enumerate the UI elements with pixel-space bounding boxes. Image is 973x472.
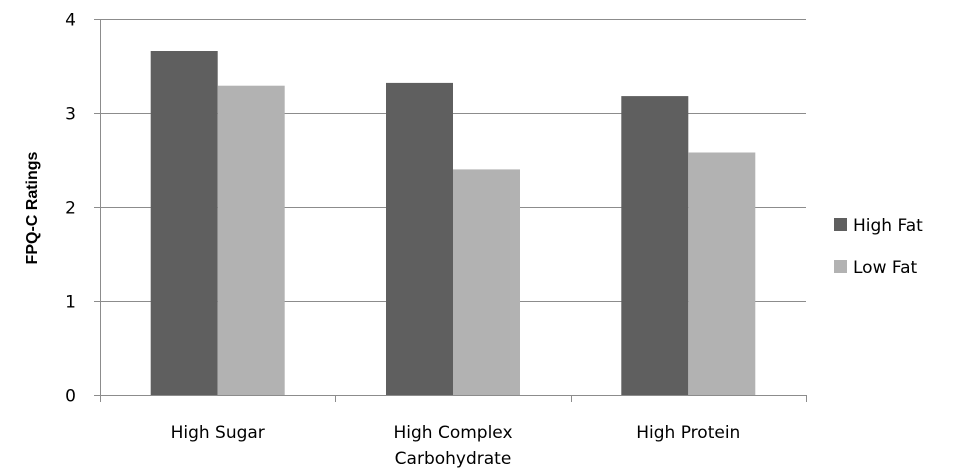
bar-high-fat [386,82,453,396]
bar-high-fat [150,51,218,395]
bar-low-fat [217,85,285,395]
x-category-label: Carbohydrate [395,449,512,469]
y-tick-label: 4 [65,11,76,31]
legend-label: Low Fat [853,258,918,278]
y-tick-label: 1 [65,293,76,313]
bar-low-fat [688,152,756,395]
y-axis-title: FPQ-C Ratings [24,151,41,264]
x-category-label: High Protein [636,423,740,443]
x-category-label: High Sugar [171,423,265,443]
legend-label: High Fat [853,216,923,236]
y-tick-label: 2 [65,199,76,219]
axes: 0 1 2 3 4 High Sugar High Complex Carbohydrate H… [65,11,807,469]
y-tick-label: 0 [65,387,76,407]
y-tick-label: 3 [65,105,76,125]
legend: High Fat Low Fat [834,216,923,278]
x-category-label: High Complex [393,423,512,443]
bar-high-fat [621,96,689,395]
bars [150,51,756,396]
bar-low-fat [453,169,520,395]
legend-swatch [834,218,847,231]
legend-swatch [834,260,847,273]
